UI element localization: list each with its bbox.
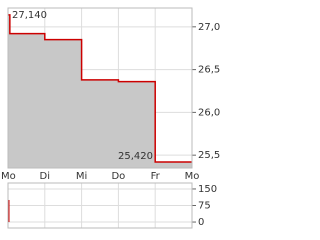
annotation: 25,420 — [118, 151, 153, 162]
y-tick-label: 25,5 — [198, 150, 220, 161]
x-tick-label: Do — [111, 171, 125, 182]
plot-border — [7, 182, 193, 229]
y-tick-label: 75 — [198, 201, 211, 212]
x-tick-label: Mi — [76, 171, 87, 182]
x-tick-label: Fr — [151, 171, 161, 182]
x-tick-label: Mo — [185, 171, 200, 182]
x-tick-label: Mo — [1, 171, 16, 182]
line — [8, 14, 192, 163]
chart: Mo Di Mi Do Fr Mo 25,5 26,0 26,5 27,0 27,140 25,420… — [1, 7, 220, 229]
x-tick-label: Di — [40, 171, 50, 182]
y-tick-label: 26,0 — [198, 107, 220, 118]
bar — [8, 199, 10, 223]
y-tick-label: 0 — [198, 217, 204, 228]
y-tick-label: 150 — [198, 184, 217, 195]
y-tick-label: 26,5 — [198, 65, 220, 76]
annotation: 27,140 — [12, 10, 47, 21]
area — [8, 14, 192, 168]
plot-border — [7, 7, 193, 169]
y-tick-label: 27,0 — [198, 22, 220, 33]
